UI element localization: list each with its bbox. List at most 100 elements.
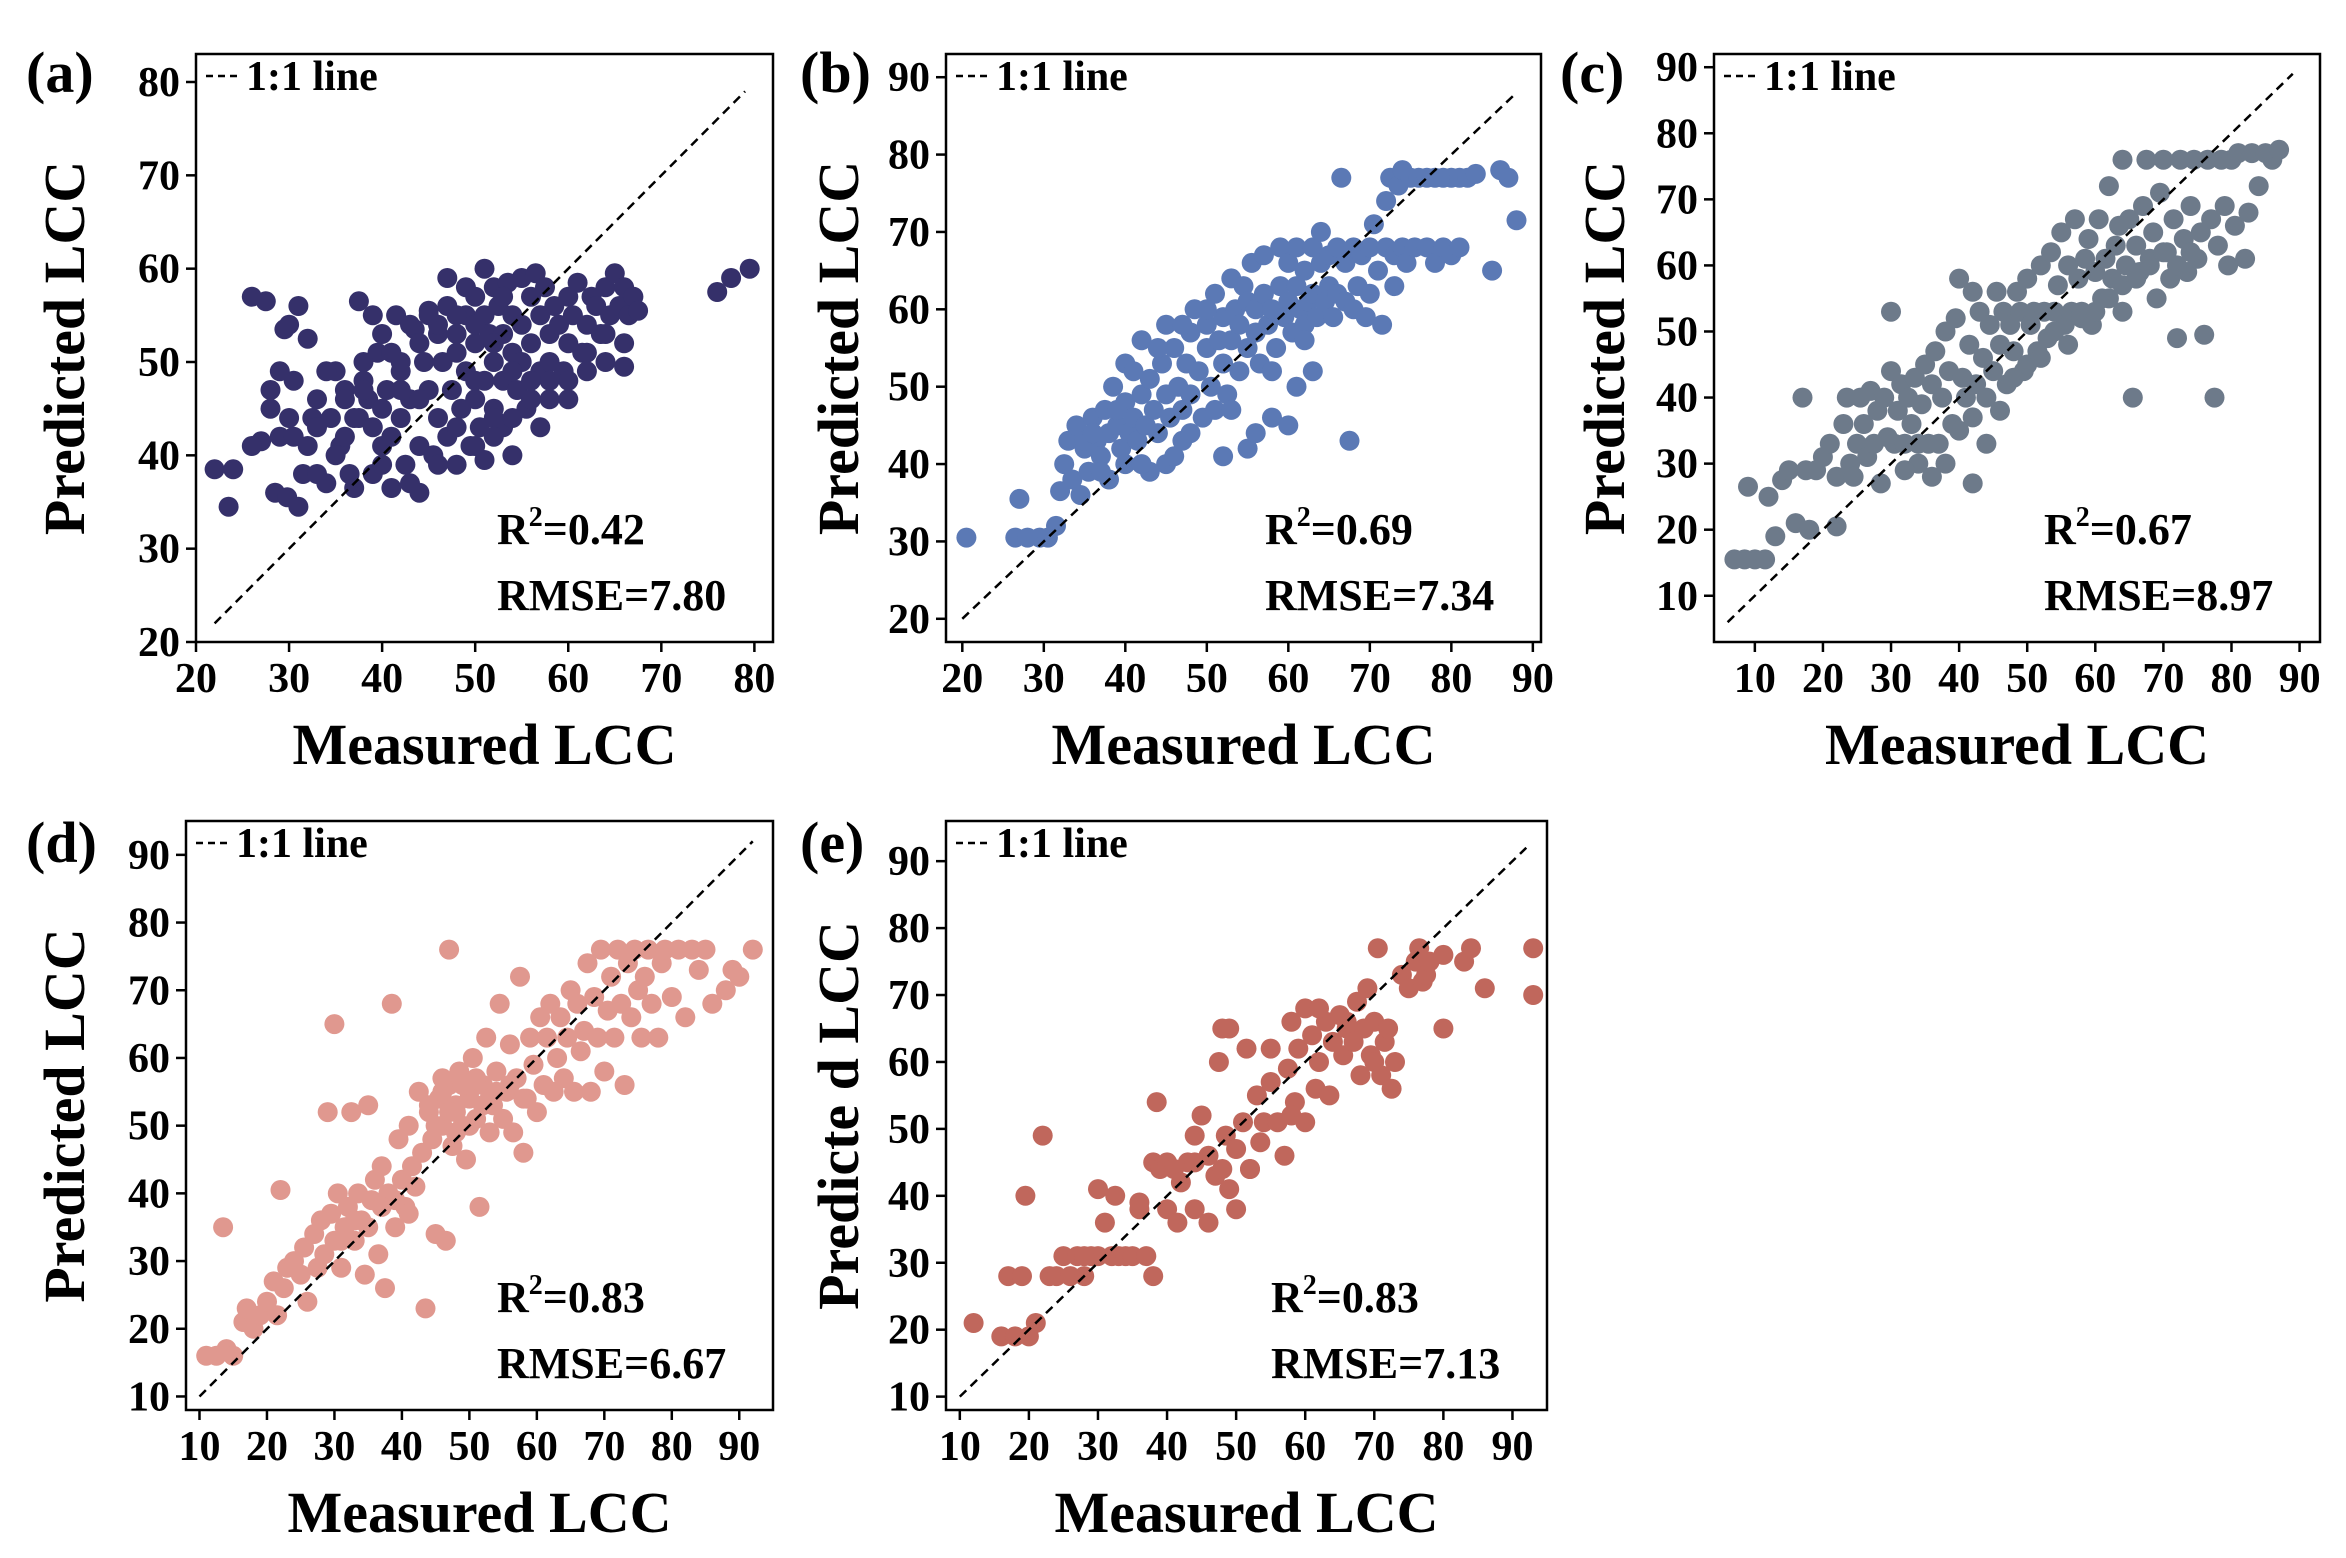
r-squared-value: =0.83 xyxy=(1317,1273,1419,1322)
scatter-point xyxy=(2003,341,2024,362)
y-tick-label: 90 xyxy=(1656,45,1698,91)
x-axis-title: Measured LCC xyxy=(1052,712,1436,777)
y-tick-label: 40 xyxy=(1656,376,1698,422)
scatter-point xyxy=(260,380,281,400)
x-tick-label: 20 xyxy=(175,656,217,702)
y-tick-label: 50 xyxy=(128,1104,170,1150)
scatter-point xyxy=(1979,314,2000,335)
scatter-point xyxy=(1219,1179,1240,1200)
scatter-point xyxy=(321,1203,342,1224)
scatter-point xyxy=(2044,321,2065,342)
scatter-point xyxy=(334,426,355,447)
scatter-point xyxy=(587,1027,608,1048)
scatter-point xyxy=(1286,376,1307,397)
one-to-one-line xyxy=(958,846,1528,1398)
scatter-point xyxy=(307,417,327,438)
scatter-point xyxy=(2194,324,2215,345)
scatter-point xyxy=(739,258,760,279)
r-squared-text: R2=0.42 xyxy=(497,502,645,554)
scatter-point xyxy=(2041,242,2061,263)
scatter-point xyxy=(2030,347,2051,368)
scatter-point xyxy=(372,454,393,475)
scatter-point xyxy=(503,1122,524,1143)
scatter-point xyxy=(1461,938,1481,959)
scatter-point xyxy=(604,1027,625,1048)
plot-frame xyxy=(1712,52,2322,644)
scatter-point xyxy=(510,966,530,987)
scatter-point xyxy=(2204,387,2225,408)
scatter-point xyxy=(204,459,225,480)
scatter-point xyxy=(1331,167,1352,188)
scatter-points xyxy=(204,258,760,517)
x-tick-label: 50 xyxy=(448,1424,490,1470)
y-tick-label: 70 xyxy=(888,973,930,1019)
y-tick-label: 20 xyxy=(888,597,930,643)
scatter-point xyxy=(1925,341,1946,362)
rmse-text: RMSE=6.67 xyxy=(497,1339,726,1388)
scatter-point xyxy=(584,987,605,1007)
scatter-point xyxy=(1482,260,1503,281)
scatter-point xyxy=(1433,944,1454,965)
x-axis-title: Measured LCC xyxy=(1055,1480,1439,1545)
scatter-point xyxy=(614,333,635,354)
scatter-point xyxy=(1357,978,1378,999)
scatter-point xyxy=(502,445,523,466)
scatter-point xyxy=(1384,276,1405,297)
scatter-point xyxy=(576,361,597,382)
scatter-point xyxy=(1278,252,1299,273)
r-squared-value: =0.42 xyxy=(543,505,645,554)
r-squared-value: =0.69 xyxy=(1311,505,1413,554)
scatter-point xyxy=(1277,1058,1298,1079)
scatter-point xyxy=(288,296,309,316)
y-tick-label: 80 xyxy=(888,133,930,179)
x-tick-label: 10 xyxy=(1734,656,1776,702)
scatter-point xyxy=(1819,433,1840,454)
scatter-point xyxy=(1355,307,1376,328)
scatter-point xyxy=(1506,210,1527,231)
scatter-point xyxy=(1103,376,1124,397)
scatter-point xyxy=(742,939,763,960)
y-tick-label: 70 xyxy=(888,210,930,256)
scatter-point xyxy=(1200,376,1221,397)
scatter-point xyxy=(1015,1185,1036,1206)
scatter-point xyxy=(614,356,635,377)
scatter-point xyxy=(2146,288,2167,309)
scatter-point xyxy=(1245,299,1266,320)
scatter-point xyxy=(334,389,355,410)
scatter-point xyxy=(1364,1052,1385,1072)
x-tick-label: 70 xyxy=(2142,656,2184,702)
scatter-point xyxy=(325,445,346,466)
scatter-point xyxy=(1327,237,1348,258)
scatter-point xyxy=(344,408,365,428)
scatter-point xyxy=(1295,998,1316,1019)
scatter-point xyxy=(483,426,504,447)
scatter-point xyxy=(1363,214,1384,235)
scatter-point xyxy=(223,459,244,480)
x-tick-label: 60 xyxy=(1284,1424,1326,1470)
scatter-point xyxy=(1212,1159,1233,1179)
scatter-point xyxy=(595,352,616,372)
scatter-point xyxy=(267,1305,288,1326)
scatter-point xyxy=(1416,237,1437,258)
y-tick-label: 80 xyxy=(128,901,170,947)
scatter-point xyxy=(1474,978,1495,999)
y-tick-label: 50 xyxy=(888,365,930,411)
scatter-point xyxy=(297,328,318,349)
r-squared-symbol: R xyxy=(497,1273,530,1322)
scatter-point xyxy=(1901,414,1922,434)
scatter-point xyxy=(1962,407,1983,428)
scatter-point xyxy=(594,1061,615,1082)
scatter-point xyxy=(1046,1266,1067,1287)
y-tick-label: 20 xyxy=(128,1307,170,1353)
scatter-points xyxy=(196,939,763,1366)
scatter-point xyxy=(1221,330,1242,351)
scatter-point xyxy=(1129,1192,1150,1213)
scatter-point xyxy=(2207,235,2228,256)
scatter-point xyxy=(1274,307,1295,328)
scatter-point xyxy=(1368,260,1388,281)
r-squared-text: R2=0.69 xyxy=(1265,502,1413,554)
scatter-point xyxy=(1058,430,1079,451)
legend-label: 1:1 line xyxy=(996,54,1128,100)
scatter-point xyxy=(1378,1018,1399,1039)
y-axis-title: Predicted LCC xyxy=(1572,161,1637,535)
